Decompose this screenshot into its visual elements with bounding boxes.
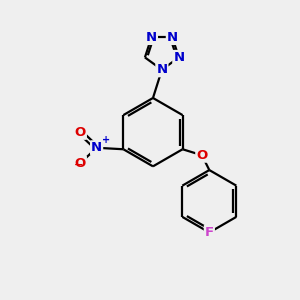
Text: N: N <box>173 51 184 64</box>
Text: N: N <box>146 31 157 44</box>
Text: −: − <box>74 160 83 170</box>
Text: O: O <box>75 157 86 170</box>
Text: N: N <box>91 141 102 154</box>
Text: N: N <box>167 31 178 44</box>
Text: O: O <box>196 149 208 162</box>
Text: N: N <box>156 63 167 76</box>
Text: F: F <box>205 226 214 239</box>
Text: +: + <box>102 135 110 145</box>
Text: O: O <box>75 126 86 139</box>
